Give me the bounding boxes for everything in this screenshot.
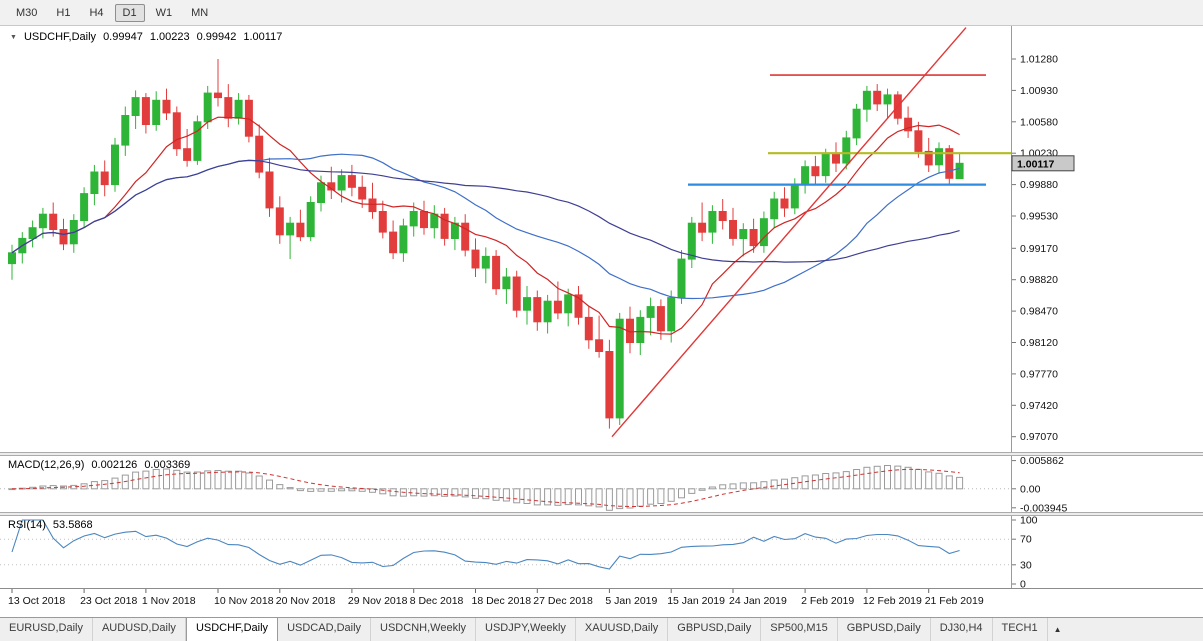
- tab-usdjpy-weekly[interactable]: USDJPY,Weekly: [476, 618, 576, 641]
- svg-text:0.98470: 0.98470: [1020, 306, 1058, 318]
- tab-gbpusd-daily[interactable]: GBPUSD,Daily: [668, 618, 762, 641]
- svg-text:0.97070: 0.97070: [1020, 431, 1058, 443]
- rsi-indicator-label: RSI(14) 53.5868: [8, 519, 93, 531]
- svg-text:29 Nov 2018: 29 Nov 2018: [348, 595, 408, 607]
- macd-main-value: 0.002126: [91, 459, 138, 471]
- ma-line-slow-navy: [11, 159, 960, 263]
- chart-symbol-label: USDCHF,Daily: [23, 31, 97, 43]
- svg-text:70: 70: [1020, 534, 1032, 546]
- svg-text:0.99170: 0.99170: [1020, 243, 1058, 255]
- date-axis: 13 Oct 2018 23 Oct 2018 1 Nov 2018 10 Nov 2…: [0, 588, 1203, 617]
- svg-text:1.00580: 1.00580: [1020, 116, 1058, 128]
- macd-name: MACD(12,26,9): [8, 459, 85, 471]
- svg-text:2 Feb 2019: 2 Feb 2019: [801, 595, 854, 607]
- svg-text:20 Nov 2018: 20 Nov 2018: [276, 595, 336, 607]
- svg-text:-0.003945: -0.003945: [1020, 502, 1067, 512]
- svg-text:0.97420: 0.97420: [1020, 400, 1058, 412]
- svg-text:0.99880: 0.99880: [1020, 179, 1058, 191]
- tab-usdchf-daily[interactable]: USDCHF,Daily: [185, 618, 279, 641]
- panel-splitter-rsi[interactable]: [0, 512, 1203, 516]
- svg-text:100: 100: [1020, 516, 1038, 527]
- rsi-panel[interactable]: 100 70 30 0: [0, 516, 1203, 588]
- svg-text:0.97770: 0.97770: [1020, 368, 1058, 380]
- tab-scroll-up-icon[interactable]: ▲: [1053, 625, 1062, 634]
- svg-text:0.99530: 0.99530: [1020, 211, 1058, 223]
- tab-sp500-m15[interactable]: SP500,M15: [761, 618, 838, 641]
- svg-text:27 Dec 2018: 27 Dec 2018: [533, 595, 593, 607]
- ascending-trendline[interactable]: [611, 27, 967, 438]
- rsi-value: 53.5868: [52, 519, 93, 531]
- ma-line-fast-red: [11, 116, 960, 335]
- timeframe-button-h1[interactable]: H1: [56, 6, 71, 19]
- svg-text:21 Feb 2019: 21 Feb 2019: [925, 595, 984, 607]
- panel-splitter-macd[interactable]: [0, 452, 1203, 456]
- tab-gbpusd-daily[interactable]: GBPUSD,Daily: [838, 618, 931, 641]
- svg-text:24 Jan 2019: 24 Jan 2019: [729, 595, 787, 607]
- svg-text:0: 0: [1020, 579, 1026, 589]
- tab-usdcad-daily[interactable]: USDCAD,Daily: [278, 618, 372, 641]
- timeframe-button-w1[interactable]: W1: [155, 6, 173, 19]
- macd-histogram: [8, 465, 964, 511]
- svg-text:12 Feb 2019: 12 Feb 2019: [863, 595, 922, 607]
- tab-xauusd-daily[interactable]: XAUUSD,Daily: [576, 618, 669, 641]
- tab-usdcnh-weekly[interactable]: USDCNH,Weekly: [371, 618, 477, 641]
- svg-text:1.00117: 1.00117: [1017, 158, 1055, 170]
- main-price-chart[interactable]: 1.012801.009301.005801.002300.998800.995…: [0, 26, 1203, 452]
- svg-text:8 Dec 2018: 8 Dec 2018: [410, 595, 464, 607]
- svg-text:23 Oct 2018: 23 Oct 2018: [80, 595, 137, 607]
- svg-text:13 Oct 2018: 13 Oct 2018: [8, 595, 65, 607]
- svg-text:5 Jan 2019: 5 Jan 2019: [605, 595, 657, 607]
- timeframe-button-m30[interactable]: M30: [16, 6, 38, 19]
- timeframe-button-h4[interactable]: H4: [89, 6, 104, 19]
- rsi-line: [11, 519, 960, 570]
- chart-tab-bar: EURUSD,Daily AUDUSD,Daily USDCHF,Daily USDC…: [0, 617, 1203, 641]
- svg-text:0.98120: 0.98120: [1020, 337, 1058, 349]
- macd-signal-line: [11, 468, 960, 507]
- tab-dj30-h4[interactable]: DJ30,H4: [931, 618, 993, 641]
- macd-indicator-label: MACD(12,26,9) 0.002126 0.003369: [8, 459, 190, 471]
- rsi-name: RSI(14): [8, 519, 46, 531]
- macd-panel[interactable]: 0.005862 0.00 -0.003945: [0, 456, 1203, 512]
- tab-eurusd-daily[interactable]: EURUSD,Daily: [0, 618, 93, 641]
- ohlc-open: 0.99947: [103, 31, 143, 43]
- svg-text:0.00: 0.00: [1020, 483, 1041, 495]
- svg-text:0.005862: 0.005862: [1020, 456, 1064, 467]
- svg-text:1 Nov 2018: 1 Nov 2018: [142, 595, 196, 607]
- macd-signal-value: 0.003369: [144, 459, 191, 471]
- ohlc-high: 1.00223: [149, 31, 190, 43]
- svg-text:1.00930: 1.00930: [1020, 85, 1058, 97]
- timeframe-toolbar: M30 H1 H4 D1 W1 MN: [0, 0, 1203, 26]
- chart-title: ▼ USDCHF,Daily 0.99947 1.00223 0.99942 1…: [10, 31, 282, 43]
- svg-text:18 Dec 2018: 18 Dec 2018: [472, 595, 532, 607]
- current-price-tag: 1.00117: [1011, 155, 1075, 172]
- ohlc-low: 0.99942: [196, 31, 237, 43]
- tab-tech1[interactable]: TECH1: [993, 618, 1048, 641]
- svg-text:0.98820: 0.98820: [1020, 274, 1058, 286]
- chart-shift-icon: ▼: [10, 33, 17, 41]
- timeframe-button-d1[interactable]: D1: [114, 3, 145, 22]
- svg-text:30: 30: [1020, 559, 1032, 571]
- timeframe-button-mn[interactable]: MN: [191, 6, 209, 19]
- svg-text:15 Jan 2019: 15 Jan 2019: [667, 595, 725, 607]
- ohlc-close: 1.00117: [243, 31, 283, 43]
- candles: [8, 59, 964, 429]
- svg-text:1.01280: 1.01280: [1020, 54, 1058, 66]
- svg-text:10 Nov 2018: 10 Nov 2018: [214, 595, 274, 607]
- tab-audusd-daily[interactable]: AUDUSD,Daily: [93, 618, 186, 641]
